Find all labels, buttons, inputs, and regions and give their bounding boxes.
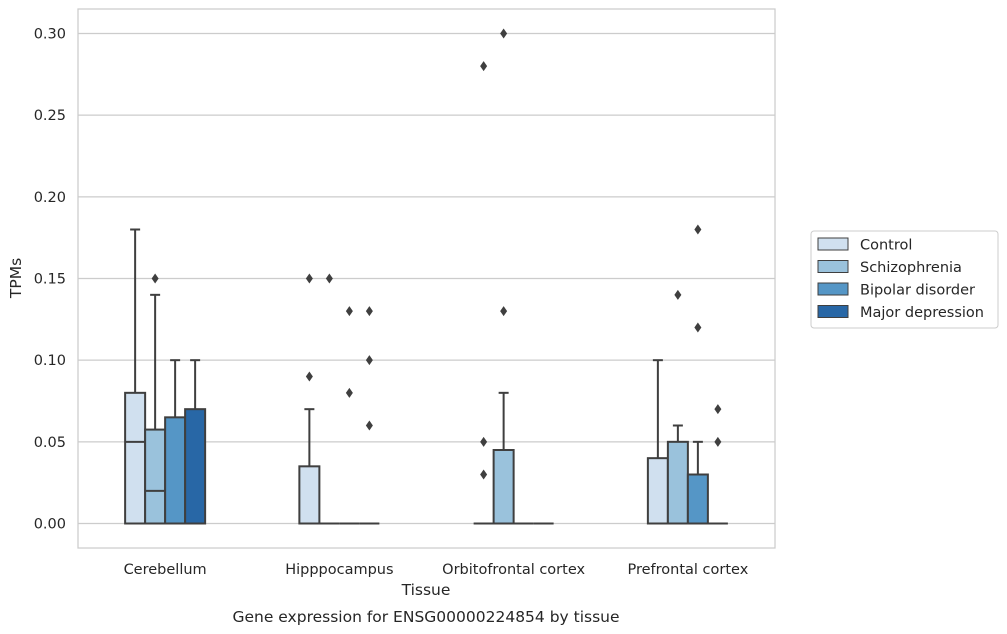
x-ticks: Cerebellum Hipppocampus Orbitofrontal cort…: [124, 562, 749, 578]
box-body: [144, 428, 167, 525]
legend-swatch: [817, 237, 849, 251]
box-body: [646, 457, 669, 525]
box-schizophrenia: [319, 273, 340, 525]
outlier-point: [500, 306, 508, 317]
x-tick-label: Orbitofrontal cortex: [442, 562, 585, 578]
outlier-point: [365, 420, 373, 431]
legend-frame: [810, 230, 999, 329]
outlier-point: [305, 273, 313, 284]
outlier-point: [365, 355, 373, 366]
box-bipolar-disorder: [339, 306, 360, 525]
outlier-point: [480, 469, 488, 480]
x-tick-label: Prefrontal cortex: [627, 562, 748, 578]
box-major-depression: [359, 306, 380, 525]
box-major-depression: [184, 359, 207, 525]
box-body: [686, 473, 709, 525]
legend-label: Control: [860, 238, 912, 254]
legend-label: Major depression: [860, 305, 984, 321]
outlier-point: [151, 273, 159, 284]
legend-label: Schizophrenia: [860, 260, 962, 276]
y-tick-label: 0.05: [34, 435, 66, 451]
chart-caption: Gene expression for ENSG00000224854 by t…: [232, 608, 619, 626]
box-control: [298, 273, 321, 525]
box-body: [492, 449, 515, 525]
outlier-point: [694, 322, 702, 333]
box-control: [646, 359, 669, 525]
box-control: [124, 228, 147, 525]
outlier-point: [694, 224, 702, 235]
x-axis-label: Tissue: [401, 581, 451, 599]
outlier-point: [480, 61, 488, 72]
y-tick-label: 0.00: [34, 517, 66, 533]
y-tick-label: 0.10: [34, 353, 66, 369]
box-control: [473, 61, 494, 525]
boxes: [124, 28, 728, 525]
y-tick-label: 0.20: [34, 190, 66, 206]
legend: Control Schizophrenia Bipolar disorder Majo…: [810, 230, 999, 329]
y-tick-label: 0.15: [34, 272, 66, 288]
x-tick-label: Hipppocampus: [285, 562, 393, 578]
outlier-point: [305, 371, 313, 382]
box-body: [124, 391, 147, 525]
legend-swatch: [817, 260, 849, 273]
box-bipolar-disorder: [686, 224, 709, 525]
outlier-point: [480, 436, 488, 447]
box-body: [666, 440, 689, 525]
outlier-point: [500, 28, 508, 39]
box-body: [184, 408, 207, 525]
outlier-point: [345, 306, 353, 317]
box-body: [164, 416, 187, 525]
y-tick-label: 0.30: [34, 27, 66, 43]
outlier-point: [714, 436, 722, 447]
outlier-point: [365, 306, 373, 317]
legend-label: Bipolar disorder: [860, 283, 975, 299]
legend-swatch: [817, 305, 849, 318]
y-tick-label: 0.25: [34, 108, 66, 124]
x-tick-label: Cerebellum: [124, 562, 207, 578]
outlier-point: [714, 404, 722, 415]
outlier-point: [325, 273, 333, 284]
legend-swatch: [817, 282, 849, 296]
box-schizophrenia: [492, 28, 515, 525]
plot-frame: [77, 8, 776, 549]
y-ticks: 0.00 0.05 0.10 0.15 0.20 0.25 0.30: [34, 27, 66, 533]
box-major-depression: [707, 404, 728, 525]
outlier-point: [345, 387, 353, 398]
outlier-point: [674, 289, 682, 300]
box-body: [298, 465, 321, 525]
y-axis-label: TPMs: [7, 258, 25, 299]
